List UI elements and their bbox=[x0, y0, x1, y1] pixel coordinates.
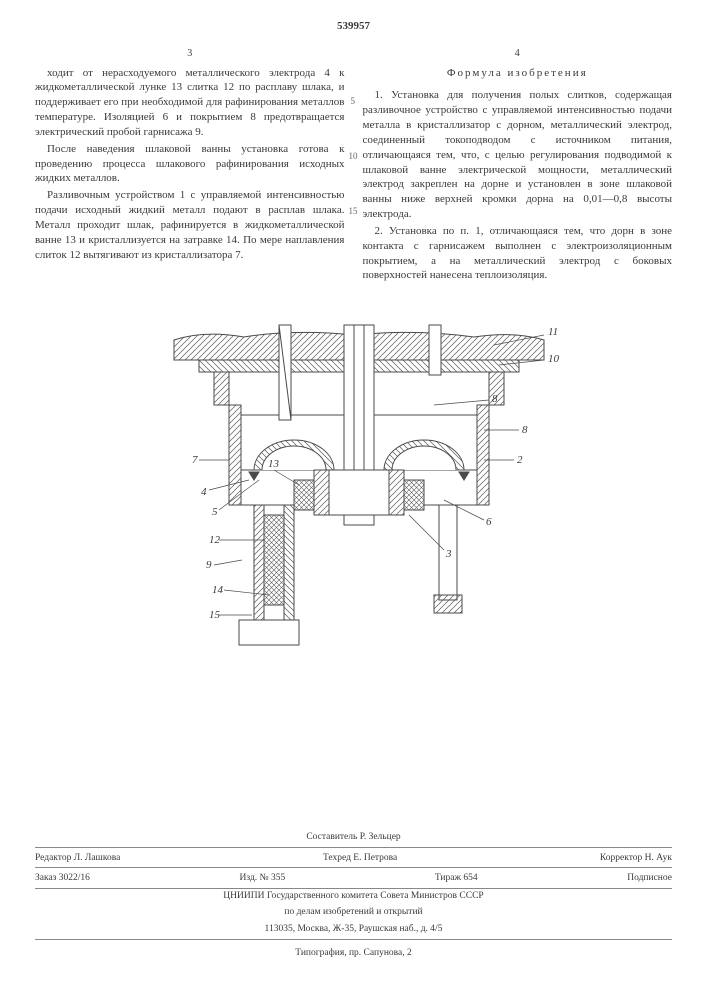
footer-org1: ЦНИИПИ Государственного комитета Совета … bbox=[35, 889, 672, 903]
footer-editor: Редактор Л. Лашкова bbox=[35, 851, 120, 865]
footer-credits-row: Редактор Л. Лашкова Техред Е. Петрова Ко… bbox=[35, 847, 672, 865]
left-column: 3 ходит от нерасходуемого металлического… bbox=[35, 47, 345, 285]
fig-label-8: 8 bbox=[522, 424, 528, 436]
footer-izd: Изд. № 355 bbox=[240, 871, 286, 885]
fig-label-13: 13 bbox=[268, 458, 280, 470]
formula-title: Формула изобретения bbox=[363, 66, 673, 81]
text-columns: 3 ходит от нерасходуемого металлического… bbox=[35, 47, 672, 285]
footer-typography: Типография, пр. Сапунова, 2 bbox=[35, 946, 672, 960]
footer-podpisnoe: Подписное bbox=[627, 871, 672, 885]
footer-address: 113035, Москва, Ж-35, Раушская наб., д. … bbox=[35, 922, 672, 940]
right-p1: 1. Установка для получения полых слитков… bbox=[363, 88, 673, 222]
line-marker-15: 15 bbox=[349, 205, 358, 217]
right-p2: 2. Установка по п. 1, отличающаяся тем, … bbox=[363, 224, 673, 283]
patent-number: 539957 bbox=[35, 20, 672, 32]
fig-label-5: 5 bbox=[212, 506, 218, 518]
technical-figure: 11 10 8 8 2 6 3 7 4 5 12 9 14 15 13 bbox=[144, 305, 564, 655]
footer-tirazh: Тираж 654 bbox=[435, 871, 478, 885]
footer-corrector: Корректор Н. Аук bbox=[600, 851, 672, 865]
right-col-number: 4 bbox=[363, 47, 673, 61]
footer: Составитель Р. Зельцер Редактор Л. Лашко… bbox=[35, 830, 672, 960]
line-marker-10: 10 bbox=[349, 150, 358, 162]
fig-label-15: 15 bbox=[209, 609, 221, 621]
fig-label-11: 11 bbox=[548, 326, 558, 338]
footer-order: Заказ 3022/16 bbox=[35, 871, 90, 885]
fig-label-7: 7 bbox=[192, 454, 198, 466]
right-column: 4 Формула изобретения 5 10 15 1. Установ… bbox=[363, 47, 673, 285]
fig-label-2: 2 bbox=[517, 454, 523, 466]
footer-org2: по делам изобретений и открытий bbox=[35, 905, 672, 919]
fig-label-10: 10 bbox=[548, 353, 560, 365]
footer-compiler: Составитель Р. Зельцер bbox=[35, 830, 672, 844]
left-col-number: 3 bbox=[35, 47, 345, 61]
fig-label-4: 4 bbox=[201, 486, 207, 498]
figure-svg: 11 10 8 8 2 6 3 7 4 5 12 9 14 15 13 bbox=[144, 305, 564, 655]
footer-tech-editor: Техред Е. Петрова bbox=[323, 851, 397, 865]
fig-label-3: 3 bbox=[445, 548, 452, 560]
left-p2: После наведения шлаковой ванны установка… bbox=[35, 142, 345, 187]
left-p1: ходит от нерасходуемого металлического э… bbox=[35, 66, 345, 140]
fig-label-14: 14 bbox=[212, 584, 224, 596]
fig-label-12: 12 bbox=[209, 534, 221, 546]
fig-label-6: 6 bbox=[486, 516, 492, 528]
left-p3: Разливочным устройством 1 с управляемой … bbox=[35, 188, 345, 262]
fig-label-9: 9 bbox=[206, 559, 212, 571]
footer-pub-row: Заказ 3022/16 Изд. № 355 Тираж 654 Подпи… bbox=[35, 867, 672, 889]
fig-label-8a: 8 bbox=[492, 393, 498, 405]
line-marker-5: 5 bbox=[351, 95, 356, 107]
